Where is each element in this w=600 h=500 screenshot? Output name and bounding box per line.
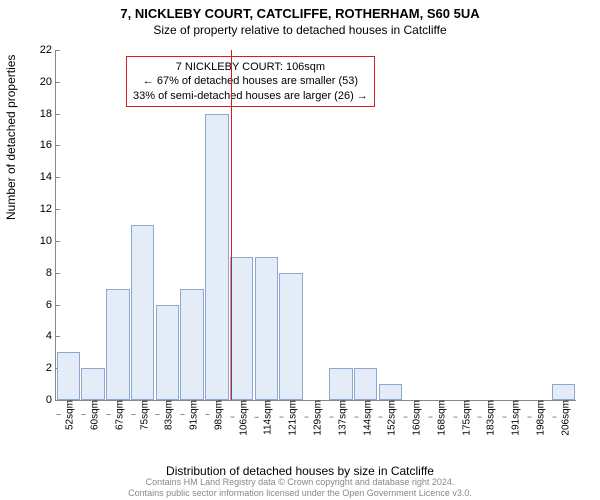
marker-info-box: 7 NICKLEBY COURT: 106sqm ← 67% of detach…: [126, 56, 375, 107]
y-tick-label: 8: [22, 267, 56, 279]
y-tick-label: 20: [22, 76, 56, 88]
y-tick-label: 14: [22, 171, 56, 183]
histogram-bar: [279, 273, 303, 400]
x-tick-label: 206sqm: [556, 400, 571, 436]
x-tick-label: 175sqm: [457, 400, 472, 436]
x-tick-label: 168sqm: [432, 400, 447, 436]
x-tick-label: 83sqm: [160, 400, 175, 430]
chart-title-sub: Size of property relative to detached ho…: [0, 21, 600, 37]
y-tick-label: 4: [22, 330, 56, 342]
x-tick-label: 137sqm: [333, 400, 348, 436]
x-tick-label: 67sqm: [110, 400, 125, 430]
histogram-bar: [354, 368, 378, 400]
y-tick-label: 6: [22, 299, 56, 311]
x-tick-label: 60sqm: [86, 400, 101, 430]
footer-line-2: Contains public sector information licen…: [0, 488, 600, 498]
histogram-bar: [205, 114, 229, 400]
info-line-1: 7 NICKLEBY COURT: 106sqm: [133, 60, 368, 74]
x-axis-label: Distribution of detached houses by size …: [0, 464, 600, 478]
histogram-bar: [180, 289, 204, 400]
histogram-bar: [57, 352, 81, 400]
x-tick-label: 106sqm: [234, 400, 249, 436]
x-tick-label: 152sqm: [383, 400, 398, 436]
property-marker-line: [231, 50, 232, 400]
histogram-bar: [156, 305, 180, 400]
x-tick-label: 52sqm: [61, 400, 76, 430]
x-tick-label: 183sqm: [482, 400, 497, 436]
y-tick-label: 16: [22, 139, 56, 151]
y-axis-label: Number of detached properties: [4, 55, 18, 220]
x-tick-label: 129sqm: [309, 400, 324, 436]
info-line-3: 33% of semi-detached houses are larger (…: [133, 89, 368, 103]
footer-line-1: Contains HM Land Registry data © Crown c…: [0, 477, 600, 487]
y-tick-label: 10: [22, 235, 56, 247]
x-tick-label: 98sqm: [209, 400, 224, 430]
histogram-bar: [106, 289, 130, 400]
y-tick-label: 0: [22, 394, 56, 406]
x-tick-label: 91sqm: [185, 400, 200, 430]
histogram-bar: [329, 368, 353, 400]
x-tick-label: 114sqm: [259, 400, 274, 435]
y-tick-label: 22: [22, 44, 56, 56]
y-tick-label: 18: [22, 108, 56, 120]
x-tick-label: 198sqm: [531, 400, 546, 436]
histogram-bar: [379, 384, 403, 400]
histogram-bar: [81, 368, 105, 400]
x-tick-label: 144sqm: [358, 400, 373, 436]
info-line-2: ← 67% of detached houses are smaller (53…: [133, 74, 368, 88]
histogram-bar: [255, 257, 279, 400]
chart-plot-area: 7 NICKLEBY COURT: 106sqm ← 67% of detach…: [55, 50, 576, 401]
histogram-bar: [131, 225, 155, 400]
histogram-bar: [552, 384, 576, 400]
y-tick-label: 2: [22, 362, 56, 374]
x-tick-label: 160sqm: [408, 400, 423, 436]
x-tick-label: 191sqm: [507, 400, 522, 436]
chart-title-main: 7, NICKLEBY COURT, CATCLIFFE, ROTHERHAM,…: [0, 0, 600, 21]
y-tick-label: 12: [22, 203, 56, 215]
x-tick-label: 75sqm: [135, 400, 150, 430]
footer-attribution: Contains HM Land Registry data © Crown c…: [0, 477, 600, 498]
histogram-bar: [230, 257, 254, 400]
x-tick-label: 121sqm: [284, 400, 299, 436]
